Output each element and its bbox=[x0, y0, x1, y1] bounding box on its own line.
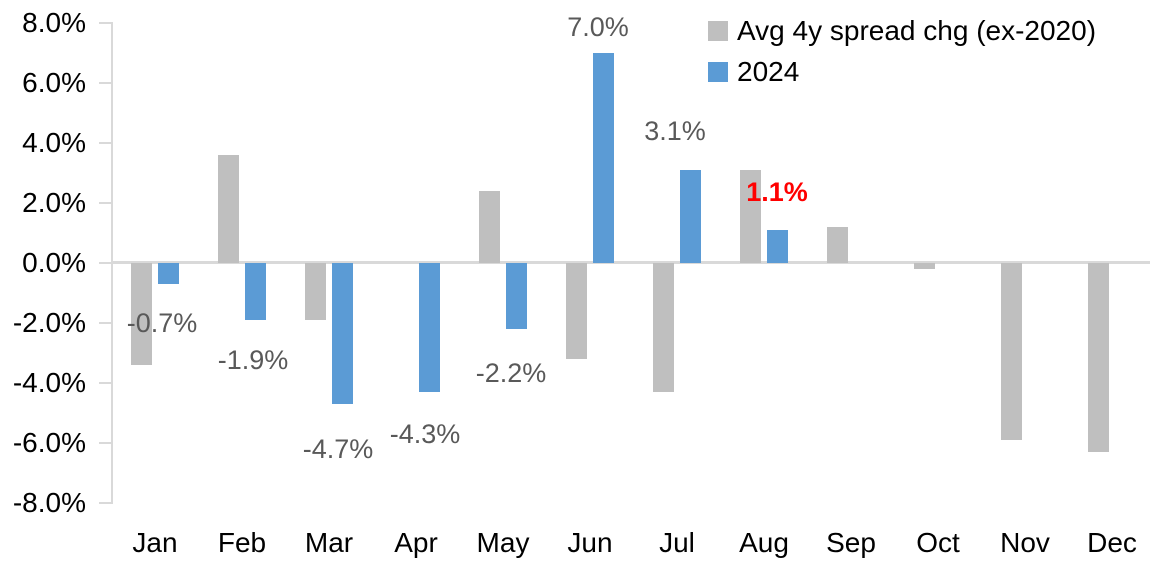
x-tick-label-sep: Sep bbox=[826, 527, 876, 558]
bar-avg-oct bbox=[914, 263, 935, 269]
bar-avg-sep bbox=[827, 227, 848, 263]
legend-item-avg-spread: Avg 4y spread chg (ex-2020) bbox=[708, 15, 1096, 47]
bar-2024-apr bbox=[419, 263, 440, 392]
legend-swatch-blue bbox=[708, 62, 728, 82]
bar-avg-nov bbox=[1001, 263, 1022, 440]
y-tick-mark bbox=[99, 442, 111, 444]
x-tick-label-may: May bbox=[476, 527, 530, 558]
bar-2024-jan bbox=[158, 263, 179, 284]
y-tick-label: 6.0% bbox=[22, 67, 86, 98]
bar-avg-aug bbox=[740, 170, 761, 263]
legend: Avg 4y spread chg (ex-2020) 2024 bbox=[708, 15, 1096, 88]
y-tick-label: 8.0% bbox=[22, 7, 86, 38]
y-tick-label: -6.0% bbox=[12, 427, 86, 458]
x-tick-label-aug: Aug bbox=[739, 527, 789, 558]
y-tick-label: 4.0% bbox=[22, 127, 86, 158]
bar-avg-jun bbox=[566, 263, 587, 359]
y-tick-label: -4.0% bbox=[12, 367, 86, 398]
x-tick-label-jul: Jul bbox=[659, 527, 695, 558]
y-tick-mark bbox=[99, 322, 111, 324]
bar-2024-mar bbox=[332, 263, 353, 404]
bar-2024-aug bbox=[767, 230, 788, 263]
x-tick-label-jan: Jan bbox=[132, 527, 178, 558]
legend-item-2024: 2024 bbox=[708, 56, 1096, 88]
data-label-mar: -4.7% bbox=[302, 434, 374, 464]
y-tick-label: 0.0% bbox=[22, 247, 86, 278]
y-tick-mark bbox=[99, 262, 111, 264]
y-tick-mark bbox=[99, 82, 111, 84]
x-tick-label-jun: Jun bbox=[567, 527, 613, 558]
data-label-aug: 1.1% bbox=[746, 177, 808, 207]
x-tick-label-nov: Nov bbox=[1000, 527, 1050, 558]
data-label-jan: -0.7% bbox=[126, 308, 198, 338]
y-tick-label: -8.0% bbox=[12, 487, 86, 518]
x-tick-label-dec: Dec bbox=[1087, 527, 1137, 558]
y-tick-mark bbox=[99, 502, 111, 504]
bar-2024-may bbox=[506, 263, 527, 329]
x-tick-label-feb: Feb bbox=[217, 527, 267, 558]
bar-avg-dec bbox=[1088, 263, 1109, 452]
bar-avg-feb bbox=[218, 155, 239, 263]
bar-avg-may bbox=[479, 191, 500, 263]
x-tick-label-apr: Apr bbox=[394, 527, 438, 558]
y-tick-label: -2.0% bbox=[12, 307, 86, 338]
x-tick-label-mar: Mar bbox=[304, 527, 354, 558]
y-tick-mark bbox=[99, 382, 111, 384]
data-label-may: -2.2% bbox=[475, 358, 547, 388]
bar-avg-mar bbox=[305, 263, 326, 320]
y-tick-mark bbox=[99, 202, 111, 204]
y-tick-label: 2.0% bbox=[22, 187, 86, 218]
data-label-jul: 3.1% bbox=[644, 116, 706, 146]
bar-2024-jun bbox=[593, 53, 614, 263]
data-label-feb: -1.9% bbox=[217, 345, 289, 375]
legend-label-avg-spread: Avg 4y spread chg (ex-2020) bbox=[737, 15, 1097, 46]
bar-avg-jan bbox=[131, 263, 152, 365]
zero-baseline bbox=[111, 261, 1150, 264]
data-label-apr: -4.3% bbox=[389, 419, 461, 449]
legend-swatch-gray bbox=[708, 21, 728, 41]
data-label-jun: 7.0% bbox=[567, 12, 629, 42]
legend-label-2024: 2024 bbox=[737, 56, 800, 87]
y-tick-mark bbox=[99, 142, 111, 144]
bar-2024-jul bbox=[680, 170, 701, 263]
bar-2024-feb bbox=[245, 263, 266, 320]
bar-avg-jul bbox=[653, 263, 674, 392]
x-tick-label-oct: Oct bbox=[916, 527, 960, 558]
y-tick-mark bbox=[99, 22, 111, 24]
